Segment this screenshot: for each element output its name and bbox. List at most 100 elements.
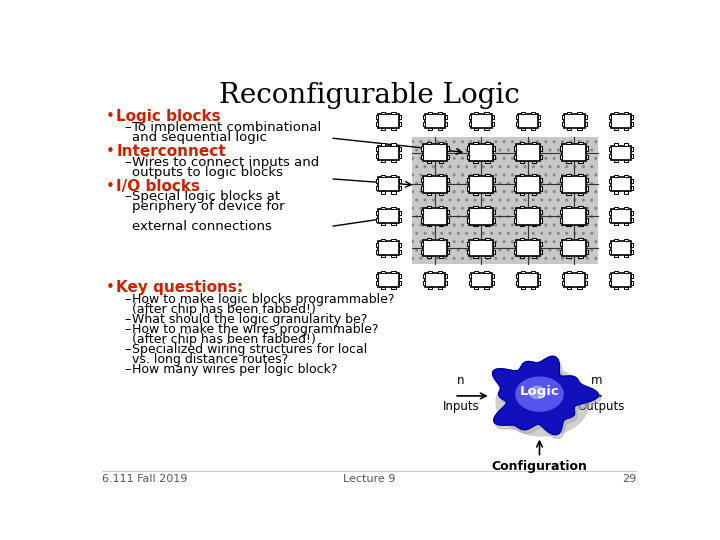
Bar [473, 161, 477, 163]
Bar [392, 239, 395, 241]
Bar [578, 256, 582, 258]
Bar [485, 161, 490, 163]
Bar [438, 143, 443, 144]
Bar [485, 287, 489, 289]
Bar [485, 193, 490, 194]
Text: How to make logic blocks programmable?: How to make logic blocks programmable? [132, 293, 395, 306]
Bar [566, 143, 570, 144]
Bar [611, 114, 631, 128]
Bar [538, 274, 540, 279]
Bar [485, 112, 489, 114]
Bar [438, 256, 443, 258]
Bar [521, 271, 525, 273]
Bar [420, 218, 423, 222]
Bar [540, 210, 542, 214]
Bar [624, 176, 628, 178]
Bar [427, 225, 431, 226]
Bar [631, 218, 633, 222]
Bar [516, 122, 518, 126]
Bar [564, 114, 585, 128]
Bar [624, 287, 628, 289]
Bar [392, 112, 395, 114]
Bar [428, 287, 432, 289]
Bar [438, 287, 442, 289]
Bar [585, 115, 587, 119]
Bar [521, 287, 525, 289]
Bar [531, 128, 535, 130]
Bar [427, 256, 431, 258]
Bar [392, 271, 395, 273]
Bar [420, 178, 423, 183]
Bar [473, 225, 477, 226]
Bar [520, 193, 524, 194]
Bar [467, 250, 469, 254]
Bar [438, 161, 443, 163]
Bar [516, 176, 540, 193]
Bar [540, 146, 542, 151]
Bar [447, 186, 449, 191]
Bar [516, 274, 518, 279]
Bar [532, 193, 536, 194]
Bar [423, 274, 425, 279]
Bar [473, 193, 477, 194]
Bar [514, 210, 516, 214]
Text: •: • [106, 144, 114, 159]
Bar [562, 208, 587, 225]
Text: Key questions:: Key questions: [117, 280, 243, 295]
Bar [624, 223, 628, 225]
Bar [381, 191, 385, 193]
Bar [560, 242, 562, 246]
Text: 6.111 Fall 2019: 6.111 Fall 2019 [102, 475, 187, 484]
Bar [381, 144, 385, 146]
Bar [420, 210, 423, 214]
Bar [423, 122, 425, 126]
Bar [438, 238, 443, 240]
Bar [532, 256, 536, 258]
Text: Specialized wiring structures for local: Specialized wiring structures for local [132, 343, 367, 356]
Bar [611, 209, 631, 223]
Bar [438, 112, 442, 114]
Bar [562, 281, 564, 286]
Bar [493, 146, 495, 151]
Bar [562, 240, 587, 256]
Bar [399, 122, 401, 126]
Bar [613, 112, 618, 114]
Bar [447, 178, 449, 183]
Bar [392, 287, 395, 289]
Bar [514, 178, 516, 183]
Bar [381, 255, 385, 257]
Text: Wires to connect inputs and: Wires to connect inputs and [132, 156, 319, 168]
Text: •: • [106, 110, 114, 124]
Bar [471, 273, 492, 287]
Bar [532, 143, 536, 144]
Bar [538, 281, 540, 286]
Bar [445, 274, 447, 279]
Bar [438, 225, 443, 226]
Bar [469, 274, 471, 279]
Bar [428, 112, 432, 114]
Bar [376, 122, 378, 126]
Bar [514, 146, 516, 151]
Bar [520, 225, 524, 226]
Bar [585, 122, 587, 126]
Polygon shape [516, 377, 563, 411]
Text: To implement combinational: To implement combinational [132, 121, 321, 134]
Bar [447, 218, 449, 222]
Bar [399, 281, 401, 286]
Bar [624, 207, 628, 209]
Bar [381, 287, 385, 289]
Bar [427, 174, 431, 176]
Bar [376, 147, 378, 151]
Bar [423, 208, 447, 225]
Bar [562, 274, 564, 279]
Bar [516, 281, 518, 286]
Bar [469, 281, 471, 286]
Bar [566, 174, 570, 176]
Bar [378, 209, 399, 223]
Bar [447, 146, 449, 151]
Bar [474, 271, 478, 273]
Bar [492, 281, 494, 286]
Text: external connections: external connections [132, 220, 271, 233]
Bar [560, 218, 562, 222]
Polygon shape [492, 356, 598, 435]
